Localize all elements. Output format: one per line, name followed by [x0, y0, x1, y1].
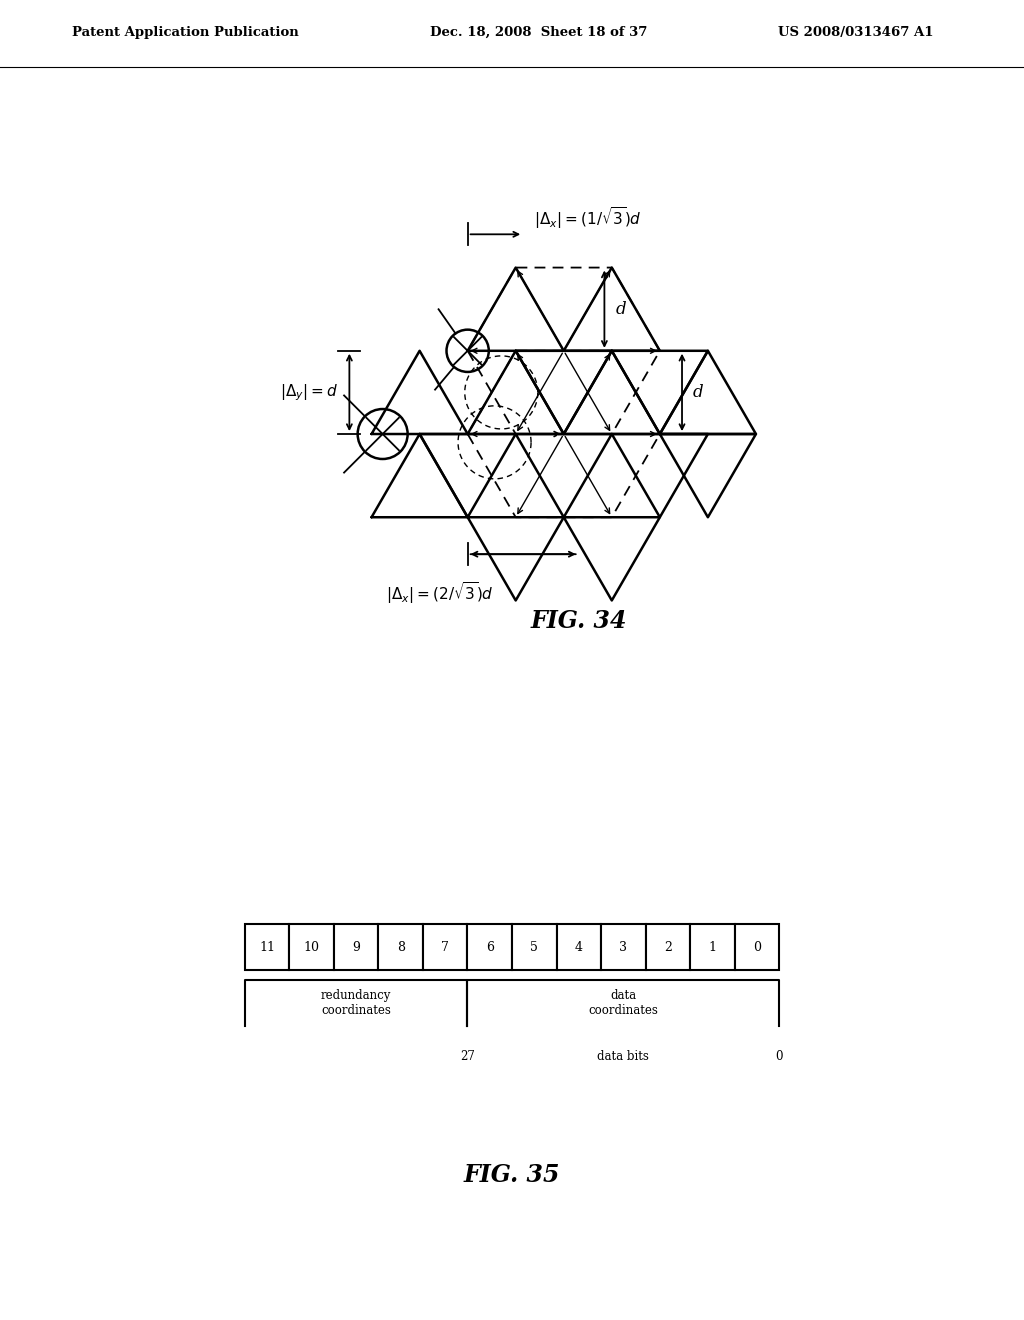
Text: data
coordinates: data coordinates — [589, 989, 658, 1018]
Bar — [467, 924, 512, 970]
Text: $|\Delta_y|=d$: $|\Delta_y|=d$ — [281, 381, 338, 403]
Bar — [557, 924, 601, 970]
Text: data bits: data bits — [597, 1049, 649, 1063]
Text: Patent Application Publication: Patent Application Publication — [72, 26, 298, 40]
Text: 6: 6 — [485, 941, 494, 953]
Text: FIG. 35: FIG. 35 — [464, 1163, 560, 1187]
Text: 3: 3 — [620, 941, 628, 953]
Bar — [512, 924, 557, 970]
Bar — [690, 924, 735, 970]
Text: 8: 8 — [396, 941, 404, 953]
Bar — [379, 924, 423, 970]
Text: 4: 4 — [574, 941, 583, 953]
Text: 1: 1 — [709, 941, 717, 953]
Text: d: d — [693, 384, 703, 401]
Text: d: d — [615, 301, 626, 318]
Bar — [735, 924, 779, 970]
Bar — [245, 924, 290, 970]
Bar — [290, 924, 334, 970]
Text: US 2008/0313467 A1: US 2008/0313467 A1 — [778, 26, 934, 40]
Bar — [646, 924, 690, 970]
Text: 9: 9 — [352, 941, 360, 953]
Bar — [334, 924, 379, 970]
Bar — [423, 924, 467, 970]
Text: redundancy
coordinates: redundancy coordinates — [321, 989, 391, 1018]
Text: FIG. 34: FIG. 34 — [530, 609, 627, 632]
Text: $|\Delta_x|=(2/\sqrt{3})d$: $|\Delta_x|=(2/\sqrt{3})d$ — [386, 579, 495, 606]
Text: 5: 5 — [530, 941, 539, 953]
Text: 7: 7 — [441, 941, 450, 953]
Text: 27: 27 — [460, 1049, 475, 1063]
Text: 2: 2 — [664, 941, 672, 953]
Text: 0: 0 — [775, 1049, 783, 1063]
Text: $|\Delta_x|=(1/\sqrt{3})d$: $|\Delta_x|=(1/\sqrt{3})d$ — [535, 205, 642, 231]
Text: Dec. 18, 2008  Sheet 18 of 37: Dec. 18, 2008 Sheet 18 of 37 — [430, 26, 647, 40]
Text: 11: 11 — [259, 941, 275, 953]
Bar — [601, 924, 646, 970]
Text: 0: 0 — [753, 941, 761, 953]
Text: 10: 10 — [303, 941, 319, 953]
